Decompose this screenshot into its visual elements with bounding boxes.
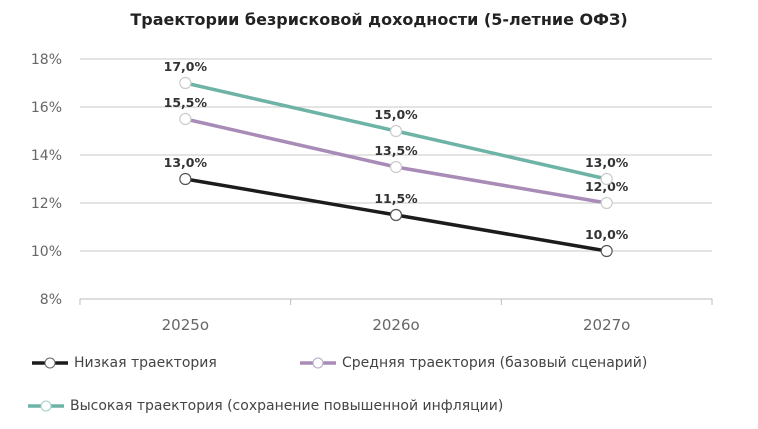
- legend-marker-mid: [300, 357, 336, 369]
- legend-label-low: Низкая траектория: [74, 355, 217, 371]
- data-point: [389, 160, 403, 174]
- y-tick-label: 8%: [40, 292, 62, 308]
- data-point: [600, 172, 613, 186]
- data-label: 10,0%: [585, 227, 629, 242]
- data-point: [179, 76, 192, 90]
- legend-marker-low: [32, 357, 68, 369]
- y-tick-label: 14%: [31, 148, 62, 164]
- data-point: [179, 172, 192, 186]
- y-tick-label: 12%: [31, 196, 62, 212]
- y-tick-label: 10%: [31, 244, 62, 260]
- data-label: 13,0%: [164, 155, 208, 170]
- data-point: [600, 196, 613, 210]
- data-label: 15,5%: [164, 95, 208, 110]
- legend-item-low: Низкая траектория: [30, 355, 217, 371]
- data-point: [389, 208, 403, 222]
- legend-marker-high: [28, 400, 64, 412]
- y-tick-label: 16%: [31, 100, 62, 116]
- data-label: 11,5%: [374, 191, 418, 206]
- legend-label-high: Высокая траектория (сохранение повышенно…: [70, 398, 504, 414]
- x-tick-label: 2026о: [372, 316, 419, 334]
- data-point: [600, 244, 613, 258]
- legend-label-mid: Средняя траектория (базовый сценарий): [342, 355, 648, 371]
- data-label: 17,0%: [164, 59, 208, 74]
- legend-item-high: Высокая траектория (сохранение повышенно…: [26, 398, 503, 414]
- data-point: [179, 112, 192, 126]
- data-label: 15,0%: [374, 107, 418, 122]
- x-tick-label: 2027о: [583, 316, 630, 334]
- x-tick-label: 2025о: [162, 316, 209, 334]
- data-point: [389, 124, 403, 138]
- data-label: 12,0%: [585, 179, 629, 194]
- data-label: 13,5%: [374, 143, 418, 158]
- data-label: 13,0%: [585, 155, 629, 170]
- y-tick-label: 18%: [31, 52, 62, 68]
- legend-item-mid: Средняя траектория (базовый сценарий): [298, 355, 647, 371]
- chart-title: Траектории безрисковой доходности (5-лет…: [130, 10, 628, 29]
